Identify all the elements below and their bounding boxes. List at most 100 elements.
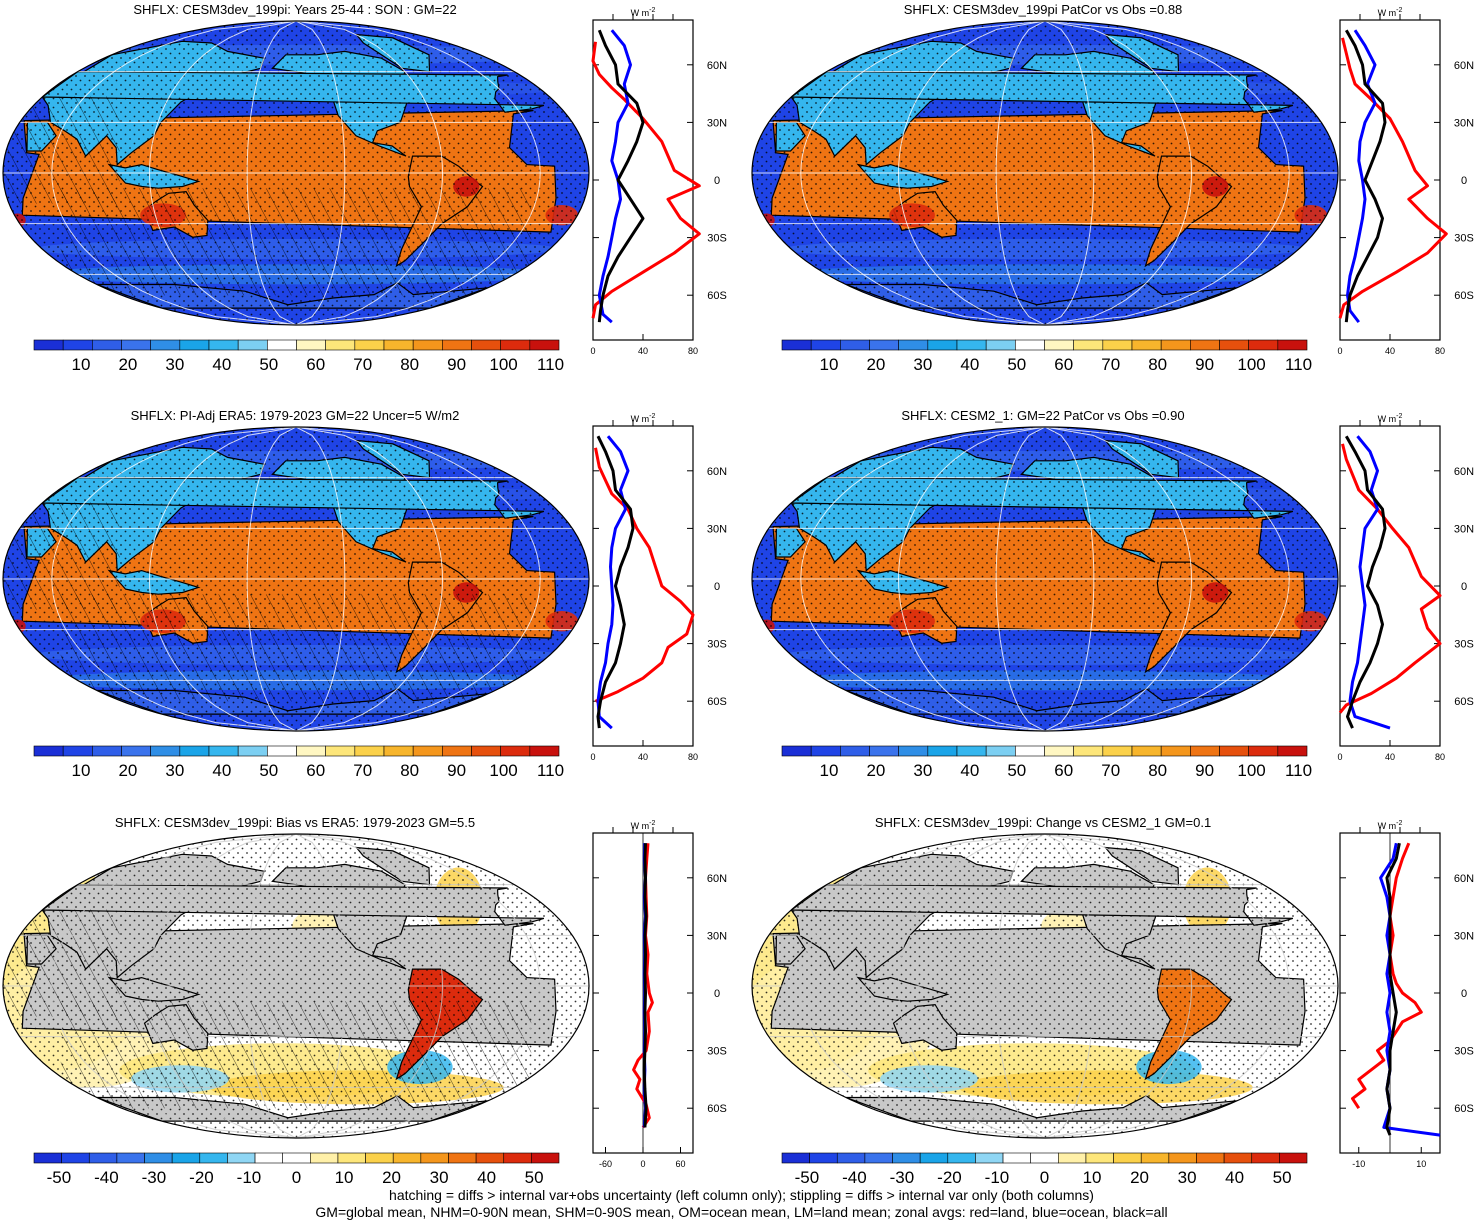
colorbar-label: -50	[795, 1168, 820, 1187]
colorbar-swatch	[325, 745, 356, 757]
zonal-line-all	[1385, 842, 1401, 1136]
colorbar-swatch	[975, 1152, 1004, 1164]
colorbar-swatch	[296, 339, 326, 351]
colorbar-swatch	[810, 339, 841, 351]
colorbar-swatch	[1190, 745, 1220, 757]
zonal-units: W m-2	[631, 820, 656, 831]
colorbar-swatch	[892, 1152, 921, 1164]
colorbar: 10 20 30 40 50 60 70 80 90 100 110	[781, 745, 1312, 780]
colorbar-swatch	[1190, 339, 1220, 351]
colorbar-swatch	[267, 339, 297, 351]
colorbar-label: 0	[292, 1168, 301, 1187]
colorbar-label: -10	[237, 1168, 262, 1187]
colorbar-swatch	[529, 745, 560, 757]
colorbar-label: 110	[1285, 355, 1312, 374]
colorbar-label: 30	[1178, 1168, 1197, 1187]
colorbar-swatch	[144, 1152, 173, 1164]
colorbar-swatch	[781, 745, 812, 757]
colorbar-swatch	[1131, 339, 1162, 351]
colorbar-swatch	[92, 339, 122, 351]
zonal-svg: W m-2 60N 30N 0 30S 60S 0 40 80	[590, 413, 727, 762]
colorbar-swatch	[237, 339, 268, 351]
colorbar-label: 60	[1054, 761, 1073, 780]
zonal-tick-label: 40	[638, 346, 648, 356]
lat-label: 60N	[707, 466, 727, 478]
panel-title: SHFLX: CESM2_1: GM=22 PatCor vs Obs =0.9…	[901, 408, 1185, 423]
colorbar-swatch	[956, 339, 987, 351]
colorbar-swatch	[1248, 745, 1279, 757]
colorbar-label: 10	[1083, 1168, 1102, 1187]
colorbar-swatch	[529, 339, 560, 351]
colorbar-swatch	[1044, 339, 1074, 351]
colorbar-label: 10	[819, 355, 838, 374]
colorbar-swatch	[1277, 339, 1308, 351]
colorbar-swatch	[296, 745, 326, 757]
colorbar-swatch	[1073, 339, 1104, 351]
map-border	[751, 833, 1339, 1139]
colorbar-swatch	[1044, 745, 1074, 757]
colorbar-label: 100	[1237, 355, 1265, 374]
colorbar-label: 80	[1148, 355, 1167, 374]
colorbar-swatch	[442, 339, 472, 351]
colorbar-svg: -50 -40 -30 -20 -10 0 10 20 30 40 50	[33, 1152, 560, 1187]
lat-label: 30N	[707, 523, 727, 535]
colorbar-swatch	[1279, 1152, 1308, 1164]
colorbar-label: 90	[1195, 761, 1214, 780]
colorbar-swatch	[1223, 1152, 1253, 1164]
lat-label: 30N	[1454, 930, 1474, 942]
colorbar-label: 10	[71, 355, 90, 374]
colorbar-label: 100	[489, 355, 517, 374]
map	[2, 833, 590, 1139]
colorbar-swatch	[150, 339, 181, 351]
colorbar: 10 20 30 40 50 60 70 80 90 100 110	[33, 339, 564, 374]
colorbar-label: 70	[1101, 355, 1120, 374]
colorbar-label: 40	[477, 1168, 496, 1187]
footer: hatching = diffs > internal var+obs unce…	[0, 1187, 1483, 1221]
zonal-tick-label: -10	[1352, 1159, 1365, 1169]
panel-p1: SHFLX: CESM3dev_199pi: Years 25-44 : SON…	[0, 0, 735, 400]
map	[2, 20, 590, 326]
colorbar-swatch	[1219, 339, 1249, 351]
colorbar-label: 50	[259, 355, 278, 374]
colorbar-swatch	[442, 745, 472, 757]
zonal-line-all	[1344, 29, 1387, 323]
colorbar-label: 20	[118, 355, 137, 374]
lat-label: 60S	[1454, 696, 1474, 708]
colorbar-label: 50	[1007, 761, 1026, 780]
colorbar-label: 50	[259, 761, 278, 780]
colorbar-label: 80	[400, 761, 419, 780]
map-border	[2, 833, 590, 1139]
colorbar-swatch	[92, 745, 122, 757]
map-border	[751, 426, 1339, 732]
colorbar-label: 80	[400, 355, 419, 374]
colorbar-swatch	[337, 1152, 366, 1164]
colorbar-swatch	[1015, 745, 1045, 757]
colorbar-label: 60	[1054, 355, 1073, 374]
lat-label: 60S	[707, 696, 727, 708]
colorbar: 10 20 30 40 50 60 70 80 90 100 110	[781, 339, 1312, 374]
colorbar-label: -50	[47, 1168, 72, 1187]
colorbar-swatch	[985, 339, 1016, 351]
lat-label: 30S	[707, 639, 727, 651]
zonal-tick-label: 0	[640, 1159, 645, 1169]
map-svg	[751, 833, 1339, 1139]
colorbar-label: 20	[1130, 1168, 1149, 1187]
colorbar-swatch	[383, 745, 414, 757]
colorbar-swatch	[325, 339, 356, 351]
zonal-tick-label: 0	[1337, 346, 1342, 356]
lat-label: 60N	[707, 60, 727, 72]
lat-label: 30S	[1454, 233, 1474, 245]
colorbar-swatch	[1113, 1152, 1142, 1164]
colorbar-swatch	[1085, 1152, 1114, 1164]
colorbar-swatch	[864, 1152, 893, 1164]
colorbar-label: 40	[960, 355, 979, 374]
colorbar-label: 30	[913, 355, 932, 374]
zonal-mean-plot: W m-2 60N 30N 0 30S 60S 0 40 80	[1337, 413, 1483, 762]
colorbar-swatch	[471, 339, 501, 351]
colorbar-swatch	[1248, 339, 1279, 351]
zonal-units: W m-2	[631, 7, 656, 18]
zonal-line-all	[642, 843, 648, 1128]
colorbar-swatch	[199, 1152, 228, 1164]
panel-p2: SHFLX: CESM3dev_199pi PatCor vs Obs =0.8…	[748, 0, 1483, 400]
colorbar-svg: 10 20 30 40 50 60 70 80 90 100 110	[781, 745, 1312, 780]
